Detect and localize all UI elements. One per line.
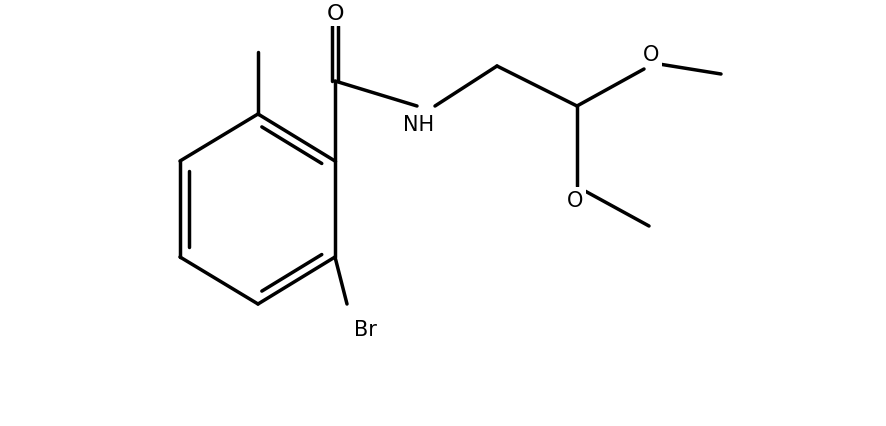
Text: O: O [326, 4, 344, 24]
Text: O: O [567, 190, 583, 210]
Text: O: O [643, 45, 659, 65]
Text: NH: NH [403, 115, 434, 135]
Text: Br: Br [354, 319, 377, 339]
